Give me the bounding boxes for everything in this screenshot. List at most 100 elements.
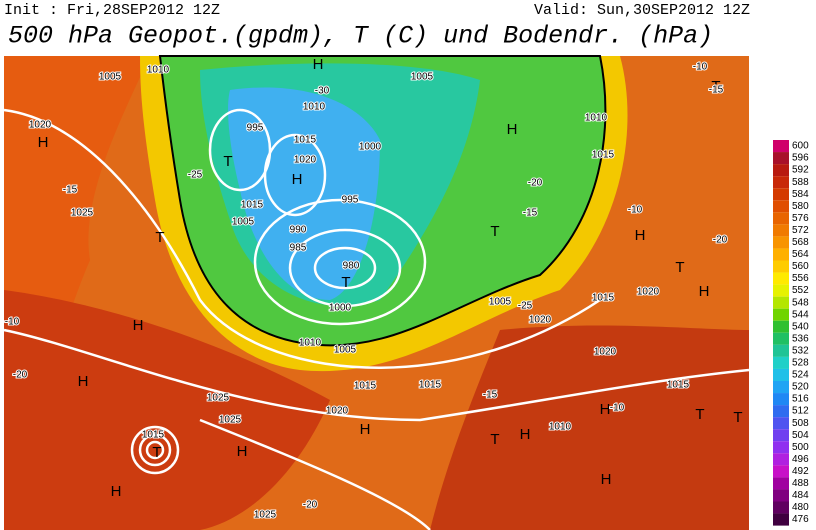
pressure-center: H xyxy=(237,443,248,460)
contour-label: 1020 xyxy=(29,120,52,131)
colorbar: 6005965925885845805765725685645605565525… xyxy=(773,140,809,526)
colorbar-label: 568 xyxy=(792,237,809,248)
contour-label: -20 xyxy=(303,500,318,511)
pressure-center: T xyxy=(490,431,499,448)
colorbar-label: 596 xyxy=(792,153,809,164)
contour-label: -15 xyxy=(63,185,78,196)
contour-label: 1005 xyxy=(489,297,512,308)
colorbar-swatch xyxy=(773,381,789,394)
contour-label: 1020 xyxy=(594,347,617,358)
pressure-center: H xyxy=(111,483,122,500)
pressure-center: H xyxy=(38,134,49,151)
colorbar-swatch xyxy=(773,393,789,406)
colorbar-label: 504 xyxy=(792,430,809,441)
colorbar-label: 508 xyxy=(792,418,809,429)
colorbar-swatch xyxy=(773,164,789,177)
contour-label: 1010 xyxy=(299,338,322,349)
colorbar-label: 548 xyxy=(792,297,809,308)
map-background xyxy=(3,55,750,530)
contour-label: -10 xyxy=(628,205,643,216)
colorbar-swatch xyxy=(773,344,789,357)
contour-label: -15 xyxy=(483,390,498,401)
colorbar-label: 528 xyxy=(792,358,809,369)
colorbar-swatch xyxy=(773,453,789,466)
pressure-center: T xyxy=(223,153,232,170)
contour-label: 1015 xyxy=(592,293,615,304)
isobars xyxy=(3,108,750,530)
map-title: 500 hPa Geopot.(gpdm), T (C) und Bodendr… xyxy=(8,22,713,51)
hot-southwest xyxy=(4,290,330,530)
contour-label: 1025 xyxy=(207,393,230,404)
colorbar-swatch xyxy=(773,212,789,225)
pressure-center: H xyxy=(360,421,371,438)
contour-label: 1005 xyxy=(411,72,434,83)
contour-label: -25 xyxy=(518,301,533,312)
contour-label: -30 xyxy=(315,86,330,97)
contour-label: 995 xyxy=(247,123,264,134)
contour-label: 1015 xyxy=(592,150,615,161)
colorbar-label: 580 xyxy=(792,201,809,212)
pressure-center: H xyxy=(507,121,518,138)
colorbar-swatch xyxy=(773,224,789,237)
colorbar-label: 500 xyxy=(792,442,809,453)
pressure-center: T xyxy=(490,223,499,240)
hot-southeast xyxy=(430,325,749,530)
contour-label: -10 xyxy=(610,403,625,414)
contour-label: 1015 xyxy=(354,381,377,392)
colorbar-label: 496 xyxy=(792,454,809,465)
init-time: Init : Fri,28SEP2012 12Z xyxy=(4,2,220,19)
colorbar-label: 484 xyxy=(792,490,809,501)
pressure-center: T xyxy=(152,444,161,461)
contour-label: 985 xyxy=(290,243,307,254)
contour-label: -25 xyxy=(188,170,203,181)
colorbar-swatch xyxy=(773,405,789,418)
contour-label: 1005 xyxy=(232,217,255,228)
colorbar-swatch xyxy=(773,356,789,369)
colorbar-label: 536 xyxy=(792,333,809,344)
contour-label: 1015 xyxy=(142,430,165,441)
contour-label: -20 xyxy=(13,370,28,381)
colorbar-label: 524 xyxy=(792,370,809,381)
contour-label: 1000 xyxy=(329,303,352,314)
colorbar-swatch xyxy=(773,188,789,201)
pressure-center: T xyxy=(341,274,350,291)
colorbar-swatch xyxy=(773,368,789,381)
contour-label: 1015 xyxy=(419,380,442,391)
colorbar-swatch xyxy=(773,296,789,309)
colorbar-label: 556 xyxy=(792,273,809,284)
colorbar-label: 544 xyxy=(792,309,809,320)
colorbar-swatch xyxy=(773,140,789,153)
colorbar-swatch xyxy=(773,489,789,502)
pressure-center: H xyxy=(600,401,611,418)
contour-label: 1005 xyxy=(99,72,122,83)
pressure-center: H xyxy=(520,426,531,443)
contour-label: 1015 xyxy=(241,200,264,211)
colorbar-swatch xyxy=(773,513,789,526)
colorbar-swatch xyxy=(773,320,789,333)
contour-label: 1025 xyxy=(219,415,242,426)
colorbar-label: 532 xyxy=(792,345,809,356)
pressure-center: H xyxy=(292,171,303,188)
contour-label: 990 xyxy=(290,225,307,236)
colorbar-swatch xyxy=(773,200,789,213)
pressure-center: T xyxy=(675,259,684,276)
colorbar-swatch xyxy=(773,152,789,165)
pressure-center: T xyxy=(733,409,742,426)
contour-label: -20 xyxy=(713,235,728,246)
colorbar-label: 588 xyxy=(792,177,809,188)
colorbar-swatch xyxy=(773,308,789,321)
pressure-center: T xyxy=(155,229,164,246)
valid-time: Valid: Sun,30SEP2012 12Z xyxy=(534,2,750,19)
contour-label: 1010 xyxy=(585,113,608,124)
colorbar-swatch xyxy=(773,477,789,490)
colorbar-label: 516 xyxy=(792,394,809,405)
colorbar-swatch xyxy=(773,332,789,345)
colorbar-swatch xyxy=(773,417,789,430)
pressure-center: H xyxy=(78,373,89,390)
contour-label: 1015 xyxy=(667,380,690,391)
contour-label: 1020 xyxy=(529,315,552,326)
colorbar-label: 592 xyxy=(792,165,809,176)
